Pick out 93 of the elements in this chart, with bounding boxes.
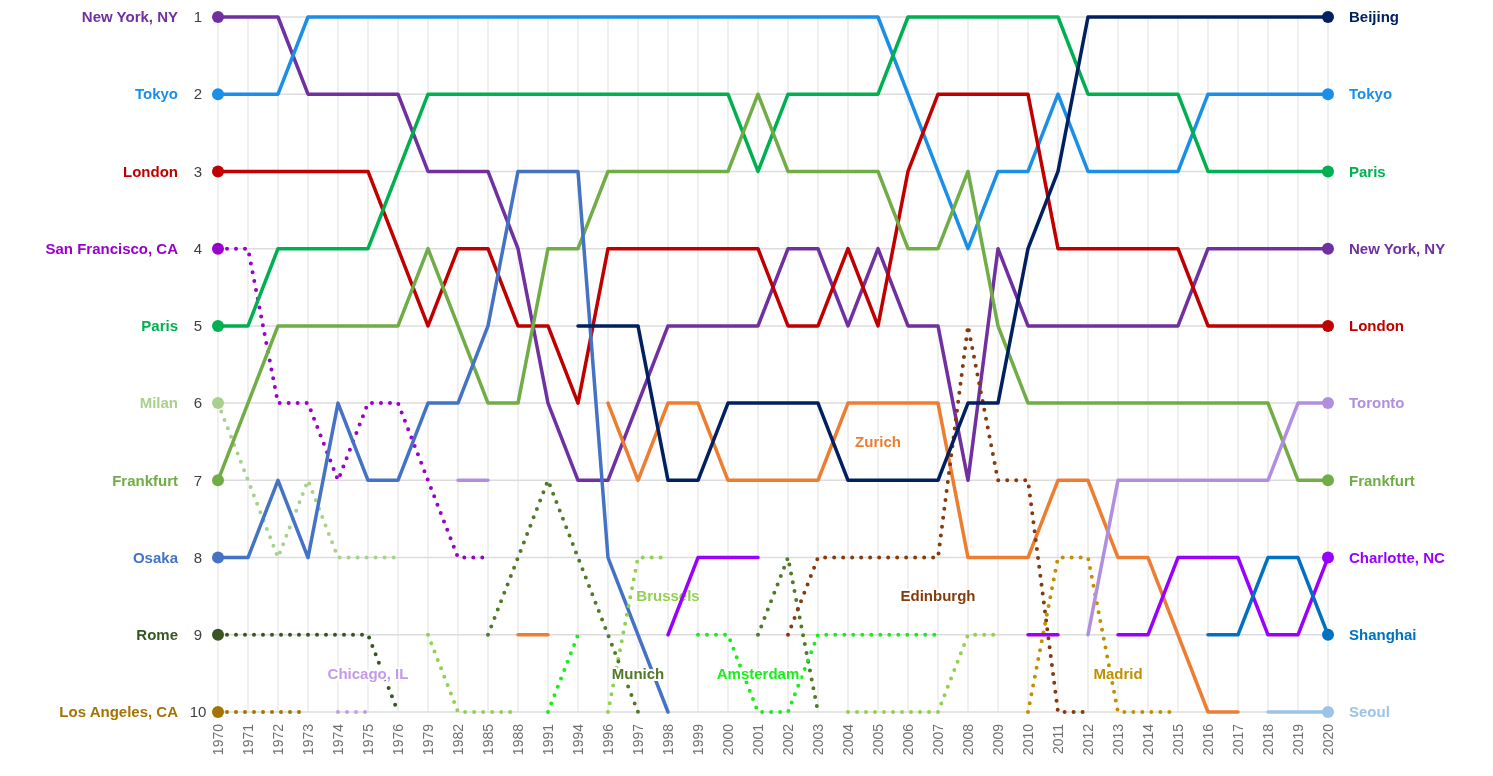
y-tick-label: 6 (193, 394, 203, 412)
text: Milan (139, 394, 178, 412)
point (1322, 242, 1334, 255)
y-tick-label: 10 (189, 703, 207, 721)
x-tick-label: 1973 (300, 723, 316, 756)
series-label: Frankfurt (1349, 471, 1415, 489)
x-tick-label: 2016 (1200, 723, 1216, 756)
series-label: Edinburgh (900, 587, 976, 605)
x-tick-label: 2008 (960, 723, 976, 756)
x-tick-label: 2019 (1290, 723, 1306, 756)
y-tick-label: 3 (193, 162, 203, 180)
text: Rome (136, 626, 178, 644)
x-tick-label: 1991 (540, 723, 556, 756)
text: Chicago, IL (327, 664, 409, 682)
series-label: London (1349, 317, 1404, 335)
text: New York, NY (81, 8, 178, 26)
y-tick-label: 5 (193, 317, 203, 335)
y-tick-label: 9 (193, 626, 203, 644)
text: San Francisco, CA (45, 239, 179, 257)
series-label: New York, NY (1349, 239, 1446, 257)
x-tick-label: 1975 (360, 723, 376, 756)
point (1322, 628, 1334, 641)
point (212, 628, 224, 641)
point (1322, 319, 1334, 332)
text: Frankfurt (112, 471, 178, 489)
text: Osaka (132, 548, 179, 566)
x-tick-label: 1970 (210, 723, 226, 756)
text: London (123, 162, 178, 180)
point (212, 11, 224, 23)
series-label: Madrid (1093, 664, 1143, 682)
text: Los Angeles, CA (59, 703, 179, 721)
x-tick-label: 1971 (240, 723, 256, 756)
x-tick-label: 2011 (1050, 723, 1066, 755)
series-label: Beijing (1349, 8, 1400, 26)
x-tick-label: 2013 (1110, 723, 1126, 756)
point (212, 397, 224, 410)
y-tick-label: 2 (193, 85, 203, 103)
series-label: Paris (1349, 162, 1386, 180)
point (1322, 11, 1334, 23)
series-label: Amsterdam (716, 664, 800, 682)
x-tick-label: 1976 (390, 723, 406, 756)
y-tick-label: 8 (193, 548, 203, 566)
x-tick-label: 1974 (330, 723, 346, 756)
point (1322, 706, 1334, 718)
x-tick-label: 1996 (600, 723, 616, 756)
point (1322, 165, 1334, 178)
x-tick-label: 1997 (630, 723, 646, 756)
point (1322, 88, 1334, 101)
x-tick-label: 2015 (1170, 723, 1186, 756)
series-label: Zurich (855, 432, 901, 450)
x-tick-label: 1985 (480, 723, 496, 756)
point (212, 319, 224, 332)
x-tick-label: 2001 (750, 723, 766, 756)
x-tick-label: 2014 (1140, 723, 1156, 756)
x-tick-label: 1999 (690, 723, 706, 756)
y-tick-label: 1 (193, 8, 203, 26)
point (1322, 474, 1334, 487)
series-label: Seoul (1349, 703, 1390, 721)
text: Paris (141, 317, 178, 335)
x-tick-label: 2012 (1080, 723, 1096, 756)
series-label: Charlotte, NC (1349, 548, 1445, 566)
point (212, 242, 224, 255)
x-tick-label: 1994 (570, 723, 586, 756)
x-tick-label: 2018 (1260, 723, 1276, 756)
x-tick-label: 2009 (990, 723, 1006, 756)
x-tick-label: 2006 (900, 723, 916, 756)
x-tick-label: 2005 (870, 723, 886, 756)
point (1322, 397, 1334, 410)
x-tick-label: 2017 (1230, 723, 1246, 756)
x-tick-label: 1972 (270, 723, 286, 756)
point (212, 474, 224, 487)
x-tick-label: 1988 (510, 723, 526, 756)
x-tick-label: 2000 (720, 723, 736, 756)
point (212, 165, 224, 178)
x-tick-label: 1982 (450, 723, 466, 756)
series-label: Shanghai (1349, 626, 1417, 644)
x-tick-label: 2010 (1020, 723, 1036, 756)
x-tick-label: 2007 (930, 723, 946, 756)
point (212, 88, 224, 101)
text: Tokyo (134, 85, 178, 103)
x-tick-label: 2002 (780, 723, 796, 756)
x-tick-label: 2020 (1320, 723, 1336, 756)
x-tick-label: 1979 (420, 723, 436, 756)
y-tick-label: 7 (193, 471, 203, 489)
x-tick-label: 2004 (840, 723, 856, 756)
point (212, 551, 224, 564)
x-tick-label: 1998 (660, 723, 676, 756)
x-tick-label: 2003 (810, 723, 826, 756)
point (212, 706, 224, 718)
series-label: Tokyo (1349, 85, 1393, 103)
series-label: Toronto (1349, 394, 1405, 412)
y-tick-label: 4 (193, 239, 203, 257)
point (1322, 551, 1334, 564)
